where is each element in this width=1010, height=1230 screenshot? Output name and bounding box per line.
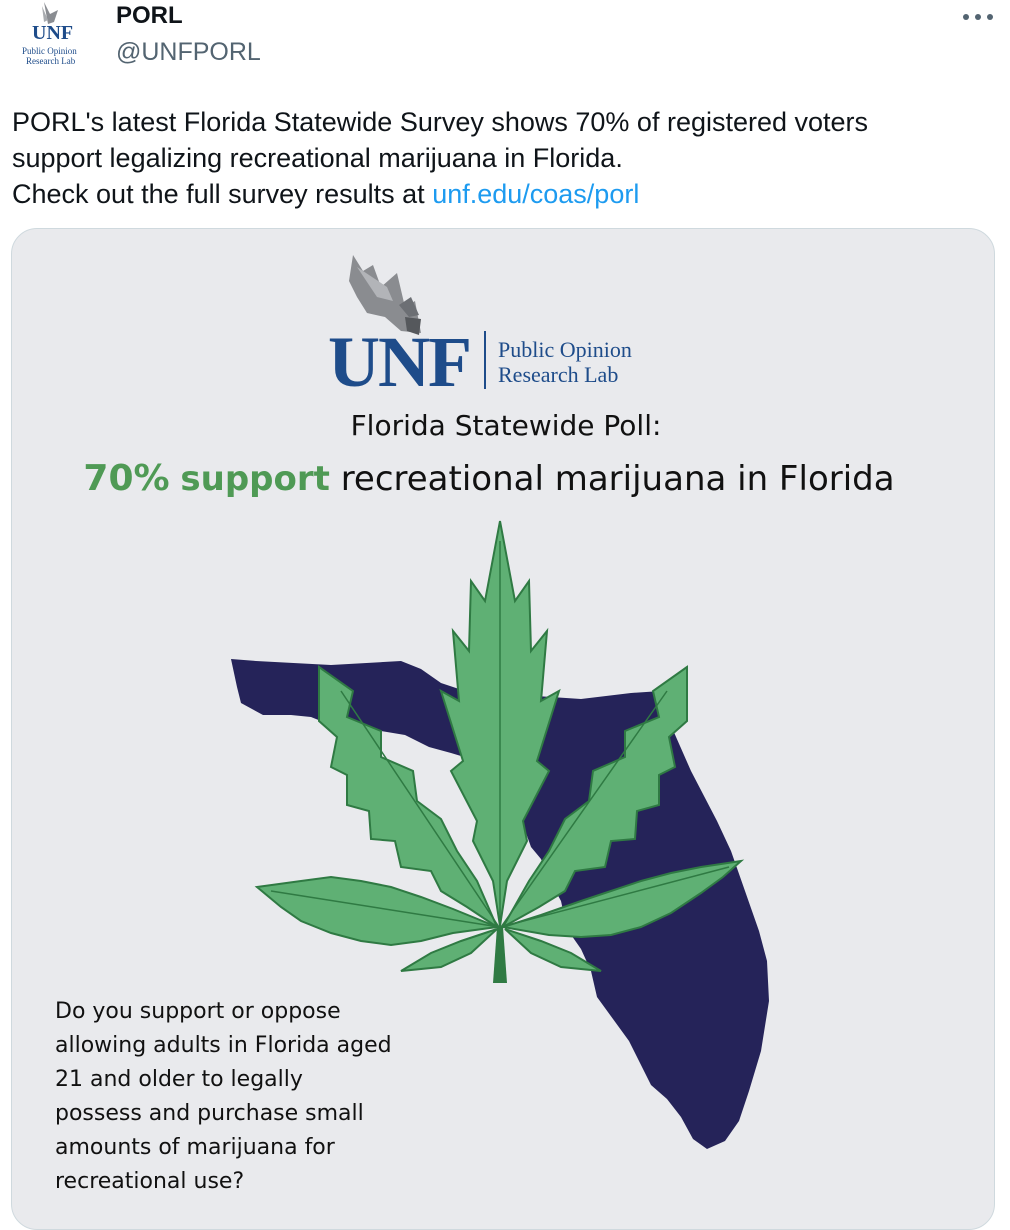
lab-name-line-2: Research Lab: [498, 362, 619, 387]
unf-logo-word: UNF: [328, 322, 472, 402]
survey-link[interactable]: unf.edu/coas/porl: [432, 179, 640, 209]
unf-avatar-logo-icon: [42, 2, 58, 24]
tweet-text: PORL's latest Florida Statewide Survey s…: [12, 104, 992, 212]
lab-name-line-1: Public Opinion: [498, 337, 632, 362]
headline-support: support: [180, 459, 330, 499]
avatar[interactable]: UNF Public Opinion Research Lab: [14, 0, 86, 72]
media-card[interactable]: UNF Public Opinion Research Lab Florida …: [11, 228, 995, 1230]
avatar-logo-line2: Research Lab: [26, 56, 76, 66]
author-handle[interactable]: @UNFPORL: [116, 38, 261, 66]
lab-name: Public Opinion Research Lab: [498, 337, 718, 387]
author-name[interactable]: PORL: [116, 2, 183, 29]
tweet-text-line-3: Check out the full survey results at unf…: [12, 176, 992, 212]
tweet-text-line-3-prefix: Check out the full survey results at: [12, 179, 433, 209]
infographic-artwork: [231, 255, 769, 1149]
avatar-logo-line1: Public Opinion: [22, 46, 77, 56]
poll-title: Florida Statewide Poll:: [350, 409, 662, 442]
osprey-logo-icon: [349, 255, 421, 335]
more-options-button[interactable]: [958, 0, 998, 34]
headline-percentage: 70%: [83, 458, 170, 499]
logo-divider: [484, 331, 486, 389]
tweet-text-line-1: PORL's latest Florida Statewide Survey s…: [12, 107, 869, 137]
cannabis-leaf-icon: [254, 520, 745, 983]
tweet-text-line-2: support legalizing recreational marijuan…: [12, 143, 623, 173]
poll-question: Do you support or oppose allowing adults…: [55, 999, 392, 1194]
avatar-logo-word: UNF: [32, 22, 74, 44]
headline-rest: recreational marijuana in Florida: [340, 459, 895, 499]
more-horizontal-icon: [963, 14, 993, 20]
poll-headline: 70% support recreational marijuana in Fl…: [12, 458, 977, 499]
